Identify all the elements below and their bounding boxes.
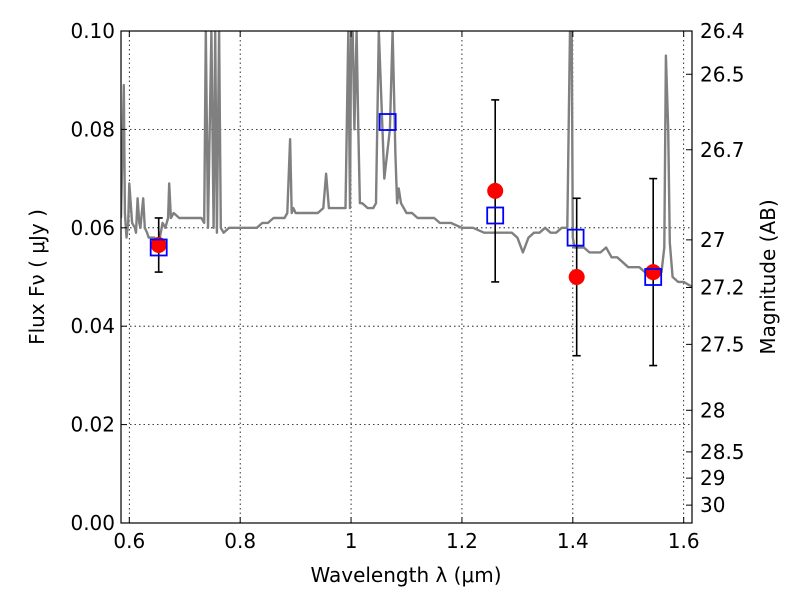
y-tick-label: 0.06 — [70, 216, 115, 240]
observed-point — [645, 264, 662, 281]
y2-tick-label: 27.5 — [700, 332, 745, 356]
model-point — [644, 268, 663, 286]
x-tick-label: 1.2 — [446, 529, 478, 553]
y2-tick-label: 26.7 — [700, 138, 745, 162]
model-point — [566, 228, 585, 247]
y2-tick-label: 26.4 — [700, 19, 745, 43]
y2-tick-label: 26.5 — [700, 62, 745, 86]
x-tick-label: 1.4 — [557, 529, 589, 553]
plot-markers — [149, 99, 663, 367]
x-tick-label: 1 — [345, 529, 358, 553]
y2-tick-label: 29 — [700, 466, 725, 490]
y-tick-label: 0.04 — [70, 314, 115, 338]
y-tick-label: 0.08 — [70, 117, 115, 141]
x-tick-label: 0.8 — [224, 529, 256, 553]
observed-point — [568, 269, 585, 285]
y2-tick-label: 27 — [700, 228, 725, 252]
model-point — [378, 113, 397, 131]
x-tick-label: 0.6 — [113, 529, 145, 553]
y-tick-label: 0.00 — [70, 511, 115, 535]
y2-tick-label: 28.5 — [700, 440, 745, 464]
x-axis-label: Wavelength λ (μm) — [310, 563, 501, 587]
plot-frame — [120, 30, 693, 524]
y2-axis-label: Magnitude (AB) — [756, 199, 780, 354]
model-point — [149, 238, 168, 257]
y-axis-label: Flux Fν ( μJy ) — [25, 209, 49, 345]
axis-ticks: 0.6 0.8 1 1.2 1.4 1.6 0.00 0.02 0.04 0.06 0.08 0.10… — [70, 19, 744, 553]
observed-point — [487, 182, 504, 199]
x-tick-label: 1.6 — [668, 529, 700, 553]
y2-tick-label: 30 — [700, 493, 725, 517]
model-point — [486, 206, 505, 225]
y2-tick-label: 27.2 — [700, 275, 745, 299]
y-tick-label: 0.10 — [70, 19, 115, 43]
y2-tick-label: 28 — [700, 398, 725, 422]
y-tick-label: 0.02 — [70, 413, 115, 437]
